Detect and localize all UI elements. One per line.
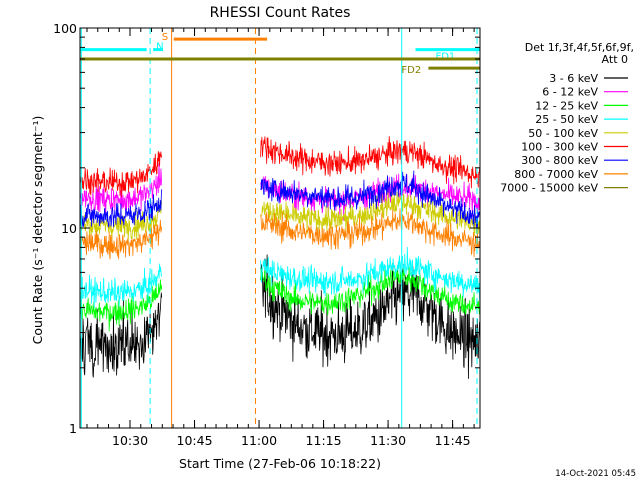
chart-title: RHESSI Count Rates: [210, 5, 351, 21]
legend-label-0: 3 - 6 keV: [549, 72, 598, 85]
series-line-7-segment-1: [260, 208, 481, 258]
x-tick-label-0: 10:30: [112, 433, 148, 448]
x-axis-label: Start Time (27-Feb-06 10:18:22): [179, 456, 381, 471]
y-tick-label-1: 10: [61, 221, 77, 236]
legend-label-7: 800 - 7000 keV: [514, 168, 598, 181]
series-layer: [79, 136, 481, 379]
series-line-6-segment-1: [260, 170, 481, 231]
x-tick-label-4: 11:30: [370, 433, 406, 448]
series-line-6-segment-0: [79, 189, 163, 228]
legend-label-6: 300 - 800 keV: [521, 154, 598, 167]
y-tick-label-2: 100: [53, 21, 77, 36]
axis-layer: 10:30 10:45 11:00 11:15 11:30 11:45 1 10 100: [53, 21, 481, 448]
generation-timestamp: 14-Oct-2021 05:45: [555, 469, 636, 479]
flag-label-fd2: FD2: [401, 65, 421, 76]
series-line-3-segment-0: [79, 263, 163, 309]
flag-layer: NS FD1 FD2: [80, 28, 480, 428]
series-line-2-segment-1: [260, 265, 481, 316]
legend-label-8: 7000 - 15000 keV: [500, 182, 598, 195]
flag-label-s: S: [162, 32, 168, 43]
x-tick-label-5: 11:45: [435, 433, 471, 448]
legend-label-1: 6 - 12 keV: [542, 86, 598, 99]
y-tick-label-0: 1: [69, 421, 77, 436]
y-axis-label: Count Rate (s⁻¹ detector segment⁻¹): [30, 116, 45, 345]
legend-label-4: 50 - 100 keV: [528, 127, 598, 140]
series-line-3-segment-1: [260, 246, 481, 300]
x-tick-label-2: 11:00: [241, 433, 277, 448]
series-line-1-segment-0: [79, 162, 163, 215]
flag-label-fd1: FD1: [435, 52, 455, 63]
series-line-0-segment-0: [79, 292, 163, 378]
series-line-7-segment-0: [79, 219, 163, 260]
legend: Det 1f,3f,4f,5f,6f,9f, Att 0 3 - 6 keV6 …: [500, 41, 634, 195]
x-tick-label-1: 10:45: [177, 433, 213, 448]
series-line-4-segment-1: [260, 191, 481, 237]
legend-label-2: 12 - 25 keV: [535, 99, 598, 112]
series-line-5-segment-1: [260, 136, 481, 189]
series-line-0-segment-1: [260, 254, 481, 379]
legend-label-3: 25 - 50 keV: [535, 113, 598, 126]
legend-attenuator-line: Att 0: [602, 53, 628, 66]
flag-label-n: N: [156, 42, 163, 53]
series-line-5-segment-0: [79, 151, 163, 197]
x-tick-label-3: 11:15: [306, 433, 342, 448]
legend-label-5: 100 - 300 keV: [521, 141, 598, 154]
legend-detector-line: Det 1f,3f,4f,5f,6f,9f,: [525, 41, 634, 54]
